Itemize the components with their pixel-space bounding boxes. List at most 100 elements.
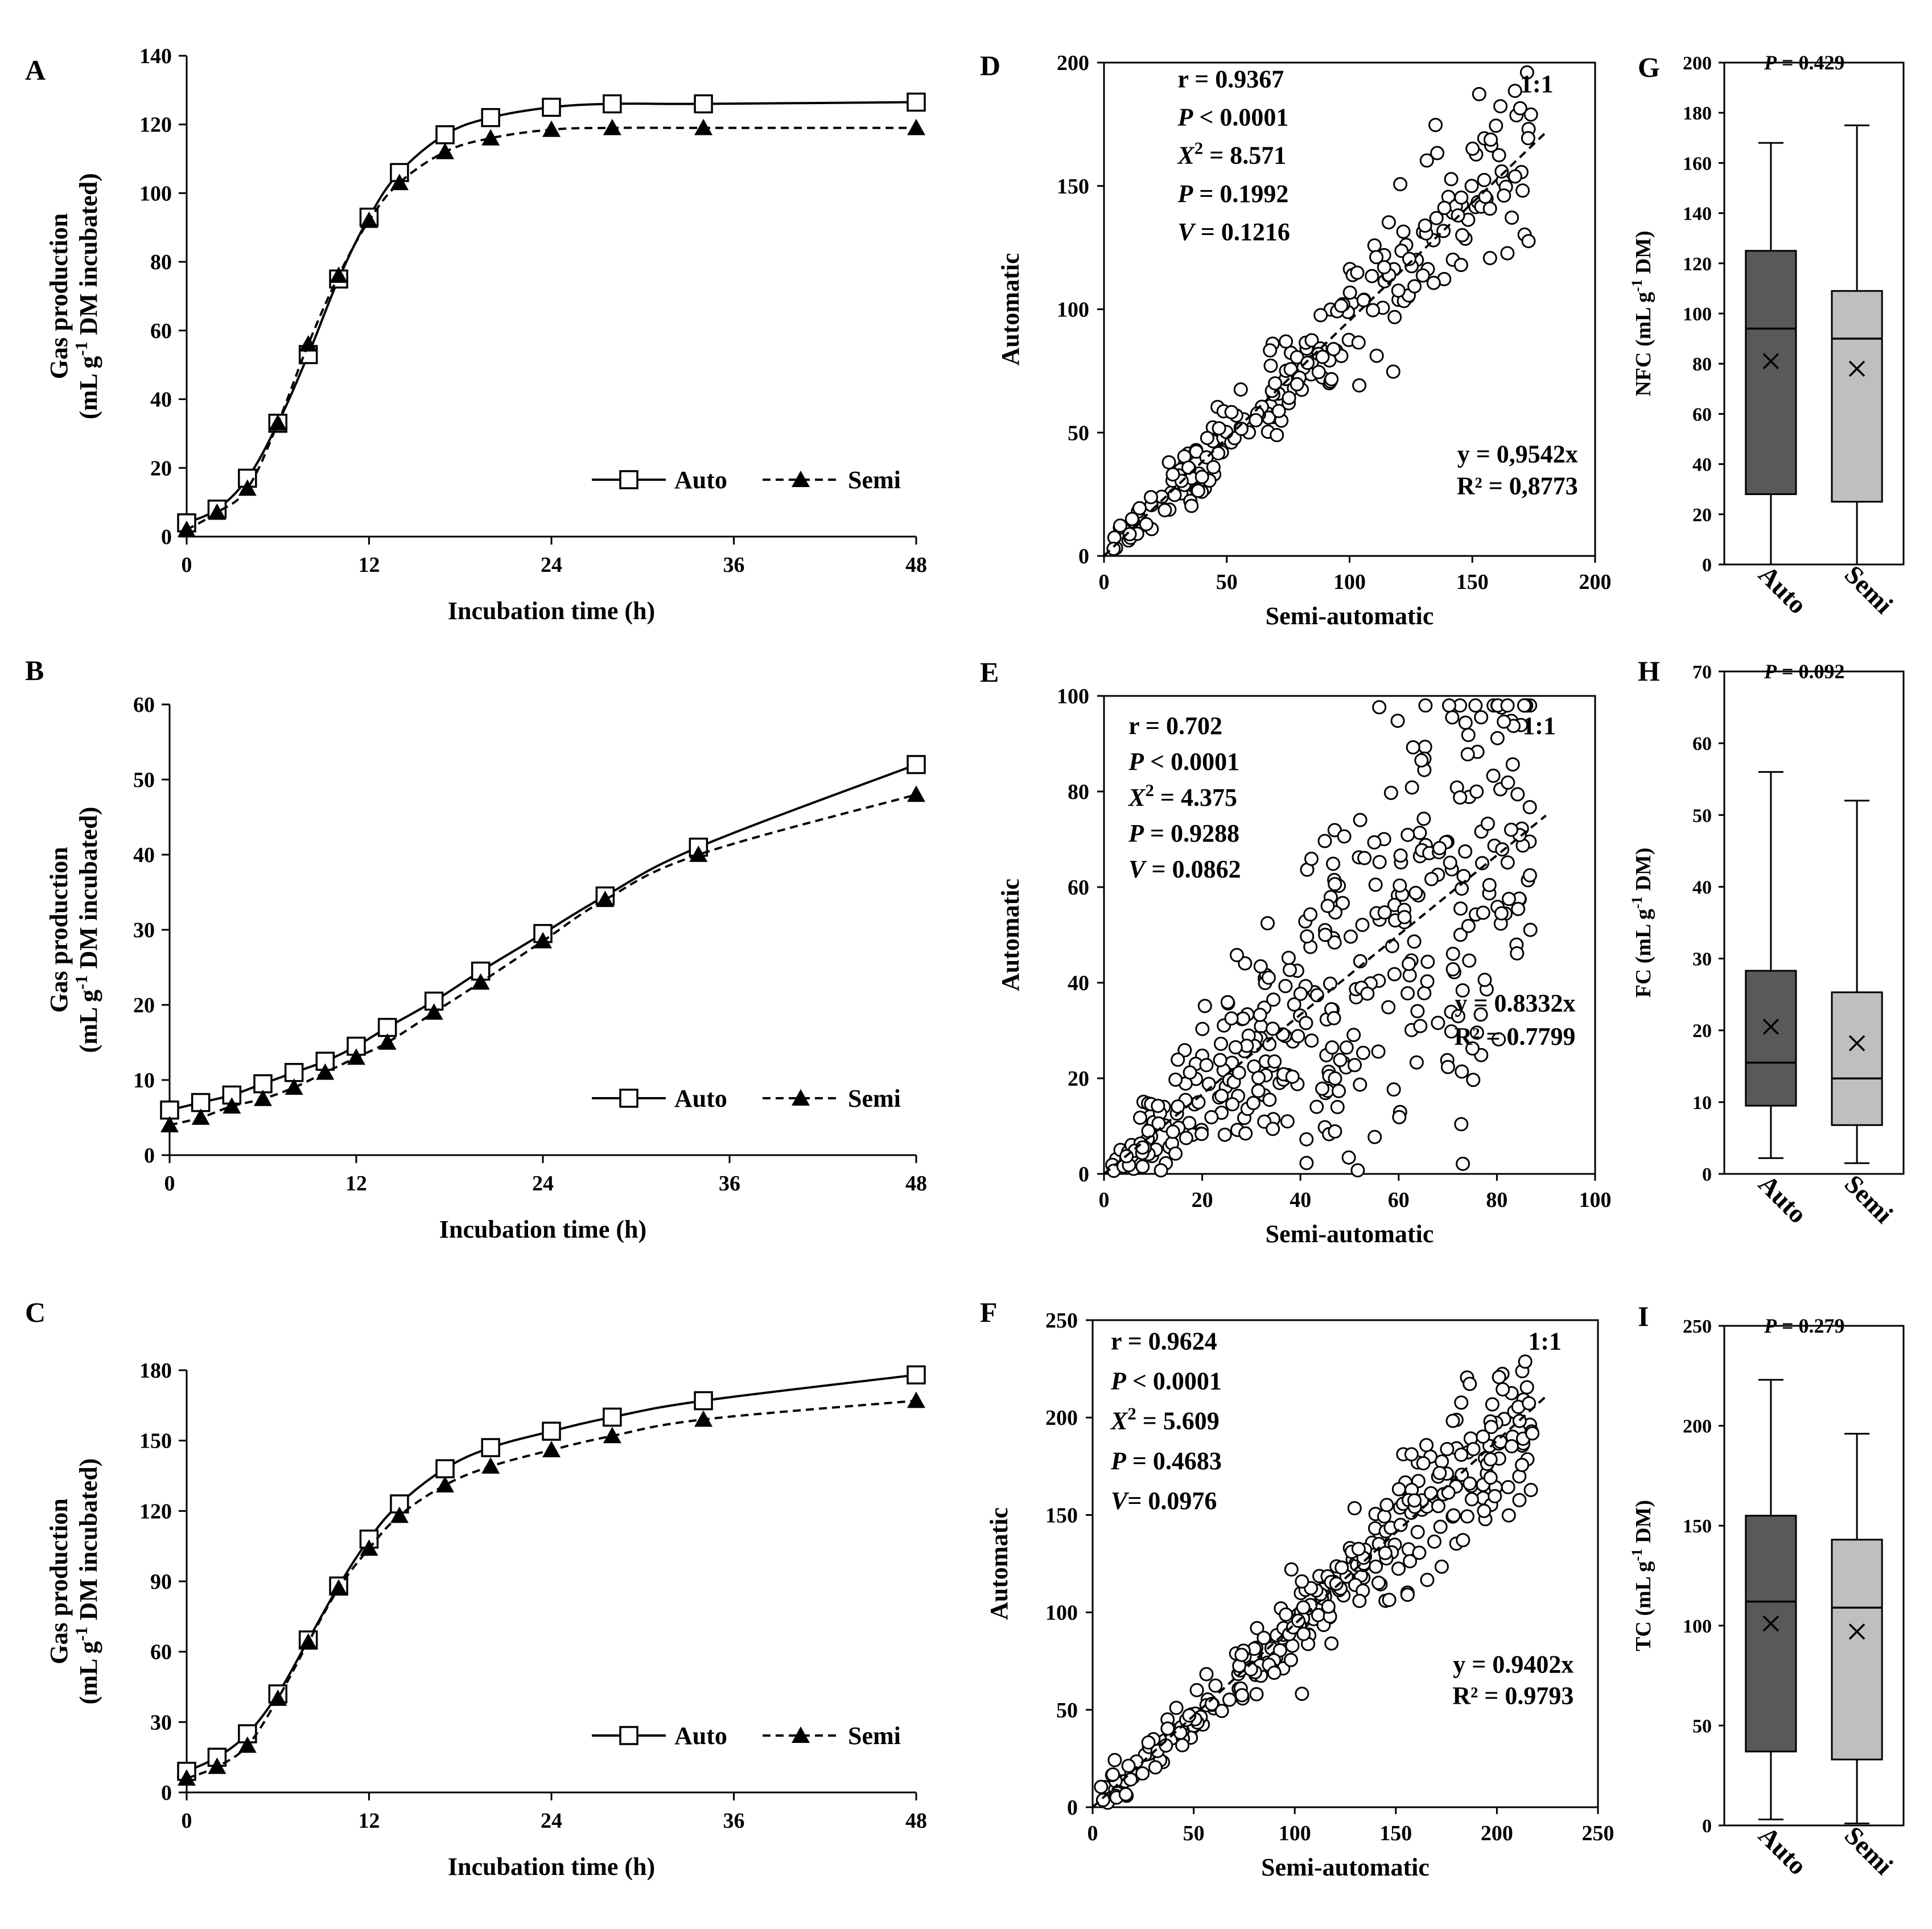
data-point [1154,1163,1168,1178]
data-point [1342,285,1357,300]
data-point [1484,132,1498,147]
data-point [1387,310,1402,324]
data-point [1426,275,1441,290]
x-tick-label: 0 [182,1809,192,1833]
data-point [1311,365,1326,380]
data-point [1353,1077,1367,1092]
data-point [1501,1480,1515,1494]
data-point [1189,1683,1204,1697]
stat-line: X2 = 5.609 [1110,1404,1220,1435]
box-chart-i: I 0 50 100 150 200 250 TC (mL g-1 DM) P = 0.279 A… [1628,1300,1905,1881]
data-point [1406,740,1420,755]
data-point [1518,1354,1533,1369]
stat-line: V = 0.0862 [1128,855,1241,883]
data-point [1454,1117,1469,1132]
data-point [1351,1541,1366,1556]
data-point [1461,918,1476,933]
data-point [1368,877,1383,892]
data-point [1357,851,1372,865]
data-point [1315,1081,1330,1096]
data-point [1456,869,1471,884]
panel-letter: I [1638,1300,1649,1332]
legend-auto-label: Auto [674,466,727,494]
semi-marker [269,1689,287,1706]
data-point [1157,503,1172,518]
data-point [1320,898,1335,913]
x-axis-title: Incubation time (h) [448,1853,655,1881]
data-point [1505,211,1519,225]
auto-marker [907,1365,926,1384]
data-point [1469,1025,1484,1040]
x-tick-label: 50 [1183,1821,1205,1845]
data-point [1341,1150,1356,1165]
data-point [1249,1687,1264,1701]
semi-marker [471,973,490,990]
data-point [1309,988,1324,1003]
data-point [1453,901,1468,916]
data-point [1141,1735,1156,1750]
data-point [1408,885,1423,900]
x-tick-label: 20 [1192,1188,1213,1212]
data-point [1496,1382,1510,1397]
semi-marker [178,520,196,537]
data-point [1463,1476,1477,1491]
y-tick-label: 0 [144,1144,155,1168]
data-point [1124,512,1139,526]
data-point [1507,169,1522,184]
data-point [1473,1007,1488,1022]
y-tick-label: 180 [139,1359,172,1383]
semi-marker [191,1108,210,1125]
y-tick-label: 0 [161,525,172,549]
y-tick-label: 80 [1692,354,1712,375]
data-point [1251,1083,1266,1098]
data-point [1238,956,1253,971]
data-point [1328,877,1342,892]
data-point [1250,1621,1264,1635]
y-tick-label: 120 [139,113,172,137]
auto-marker [424,991,444,1011]
data-point [1430,146,1445,160]
data-point [1414,753,1429,768]
data-point [1417,986,1432,1000]
semi-marker [269,414,287,431]
data-point [1453,928,1468,942]
auto-marker [603,94,622,114]
box-semi [1831,1539,1883,1761]
ratio-label: 1:1 [1522,712,1556,740]
data-point [1418,698,1433,713]
y-tick-label: 40 [150,388,172,412]
data-point [1233,382,1248,397]
data-point [1179,1131,1193,1145]
x-tick-label: 36 [723,553,745,577]
x-tick-label: 200 [1579,570,1612,594]
data-point [1160,1721,1175,1736]
y-tick-label: 50 [1068,421,1089,445]
data-point [1324,1636,1339,1651]
data-point [1504,1439,1519,1454]
y-tick-label: 150 [1045,1503,1078,1527]
x-tick-label: 60 [1388,1188,1410,1212]
semi-marker [316,1063,335,1080]
semi-marker [160,1116,179,1132]
data-point [1118,1787,1133,1802]
data-point [1507,84,1522,98]
fit-line [1091,1394,1548,1808]
semi-marker [534,931,552,949]
data-point [1260,916,1275,930]
data-point [1263,343,1278,358]
data-point [1249,413,1263,427]
series-line-semi [186,1399,917,1780]
data-point [1468,698,1483,713]
data-point [1270,428,1284,443]
data-point [1418,219,1432,233]
category-label: Semi [1839,1821,1899,1881]
semi-marker [907,785,925,802]
data-point [1488,1489,1502,1503]
auto-marker [390,1494,409,1514]
y-tick-label: 40 [1692,455,1712,476]
data-point [1236,1011,1250,1026]
data-point [1420,974,1435,989]
y-tick-label: 40 [1068,971,1089,995]
data-point [1461,728,1476,743]
